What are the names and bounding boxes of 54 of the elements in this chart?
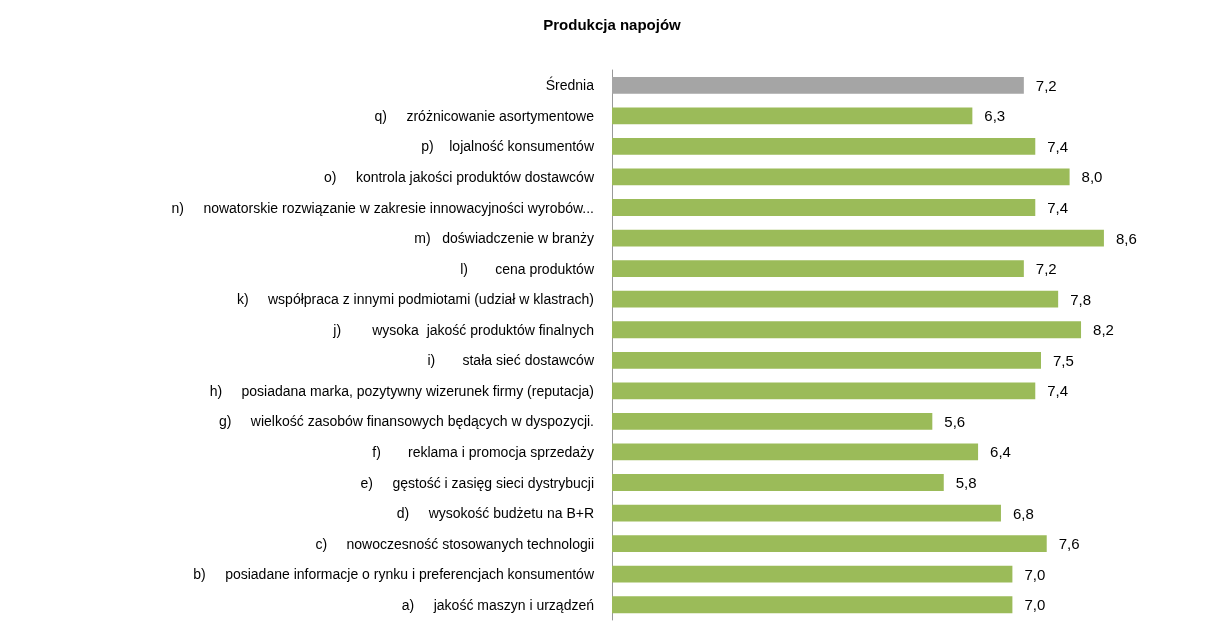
y-tick-label: m) doświadczenie w branży	[414, 230, 594, 247]
data-label: 7,8	[1070, 290, 1092, 308]
data-label: 7,6	[1058, 535, 1080, 553]
bar	[612, 260, 1024, 278]
data-label: 7,4	[1047, 137, 1069, 155]
data-label: 6,4	[990, 443, 1011, 461]
bar	[612, 443, 979, 461]
data-label: 5,6	[944, 412, 966, 430]
y-tick-label: p) lojalność konsumentów	[421, 138, 595, 155]
bar	[612, 107, 973, 125]
bar	[612, 535, 1047, 553]
y-tick-label: g) wielkość zasobów finansowych będących w dyspozycji.	[218, 413, 594, 430]
y-tick-label: q) zróżnicowanie asortymentowe	[374, 107, 595, 124]
y-tick-label: h) posiadana marka, pozytywny wizerunek firmy (reputacja)	[209, 382, 594, 399]
y-tick-label: o) kontrola jakości produktów dostawców	[323, 168, 595, 185]
y-tick-label: f) reklama i promocja sprzedaży	[372, 443, 594, 460]
data-label: 7,0	[1024, 596, 1046, 614]
bar	[612, 351, 1041, 369]
bar	[612, 412, 933, 430]
y-tick-label: l) cena produktów	[460, 260, 595, 277]
data-label: 8,0	[1081, 168, 1103, 186]
bar	[612, 382, 1036, 400]
bar	[612, 229, 1104, 247]
data-label: 7,2	[1035, 76, 1057, 94]
data-label: 6,8	[1012, 504, 1034, 522]
data-label: 8,6	[1115, 229, 1137, 247]
y-tick-label: k) współpraca z innymi podmiotami (udział w klastrach)	[236, 291, 594, 308]
data-label: 6,3	[984, 107, 1006, 125]
y-tick-label: n) nowatorskie rozwiązanie w zakresie innowacyjności wyrobów...	[171, 199, 594, 216]
bar	[612, 168, 1070, 186]
y-tick-label: e) gęstość i zasięg sieci dystrybucji	[360, 474, 594, 491]
data-label: 7,0	[1024, 565, 1046, 583]
bar	[612, 504, 1001, 522]
data-label: 8,2	[1093, 321, 1114, 339]
y-tick-label: a) jakość maszyn i urządzeń	[401, 596, 594, 613]
bar	[612, 290, 1059, 308]
bar	[612, 137, 1036, 155]
bar	[612, 565, 1013, 583]
y-tick-label: i) stała sieć dostawców	[427, 352, 595, 369]
data-label: 7,4	[1047, 199, 1069, 216]
bar	[612, 596, 1013, 614]
data-label: 7,5	[1053, 351, 1074, 369]
y-tick-label: b) posiadane informacje o rynku i preferencjach konsumentów	[193, 566, 595, 583]
y-tick-label: d) wysokość budżetu na B+R	[396, 505, 594, 522]
data-label: 5,8	[955, 474, 977, 491]
data-label: 7,2	[1035, 260, 1057, 278]
bar	[612, 321, 1082, 339]
y-tick-label: c) nowoczesność stosowanych technologii	[315, 535, 594, 552]
bar	[612, 199, 1036, 216]
y-tick-label: Średnia	[545, 76, 595, 94]
bar	[612, 474, 944, 491]
data-label: 7,4	[1047, 382, 1069, 400]
chart-title: Produkcja napojów	[543, 16, 682, 33]
y-tick-label: j) wysoka jakość produktów finalnych	[332, 321, 594, 338]
